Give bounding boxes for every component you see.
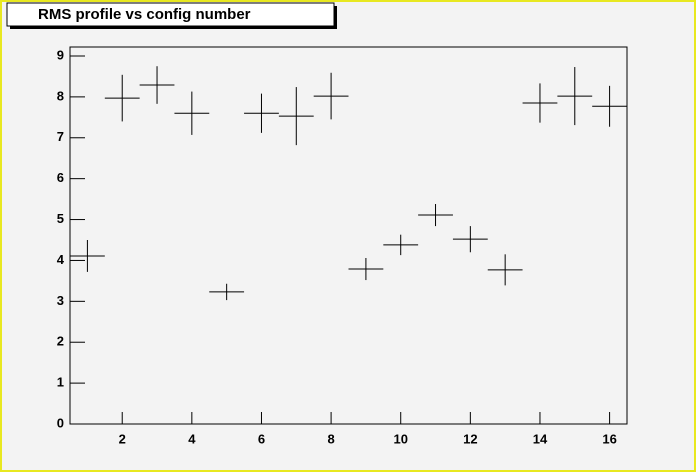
- x-tick-label: 12: [463, 431, 477, 446]
- x-tick-label: 14: [533, 431, 548, 446]
- y-tick-label: 4: [57, 252, 65, 267]
- x-tick-label: 8: [327, 431, 334, 446]
- y-tick-label: 1: [57, 375, 64, 390]
- x-tick-label: 2: [119, 431, 126, 446]
- x-tick-label: 4: [188, 431, 196, 446]
- y-tick-label: 7: [57, 129, 64, 144]
- y-tick-label: 3: [57, 293, 64, 308]
- x-tick-label: 6: [258, 431, 265, 446]
- y-tick-label: 0: [57, 415, 64, 430]
- x-tick-label: 16: [602, 431, 616, 446]
- chart-title: RMS profile vs config number: [38, 6, 251, 23]
- y-tick-label: 2: [57, 334, 64, 349]
- y-tick-label: 5: [57, 211, 64, 226]
- plot-frame: [69, 46, 628, 425]
- y-tick-label: 6: [57, 170, 64, 185]
- y-tick-label: 9: [57, 47, 64, 62]
- x-tick-label: 10: [393, 431, 407, 446]
- y-tick-label: 8: [57, 88, 64, 103]
- title-box: [6, 2, 335, 27]
